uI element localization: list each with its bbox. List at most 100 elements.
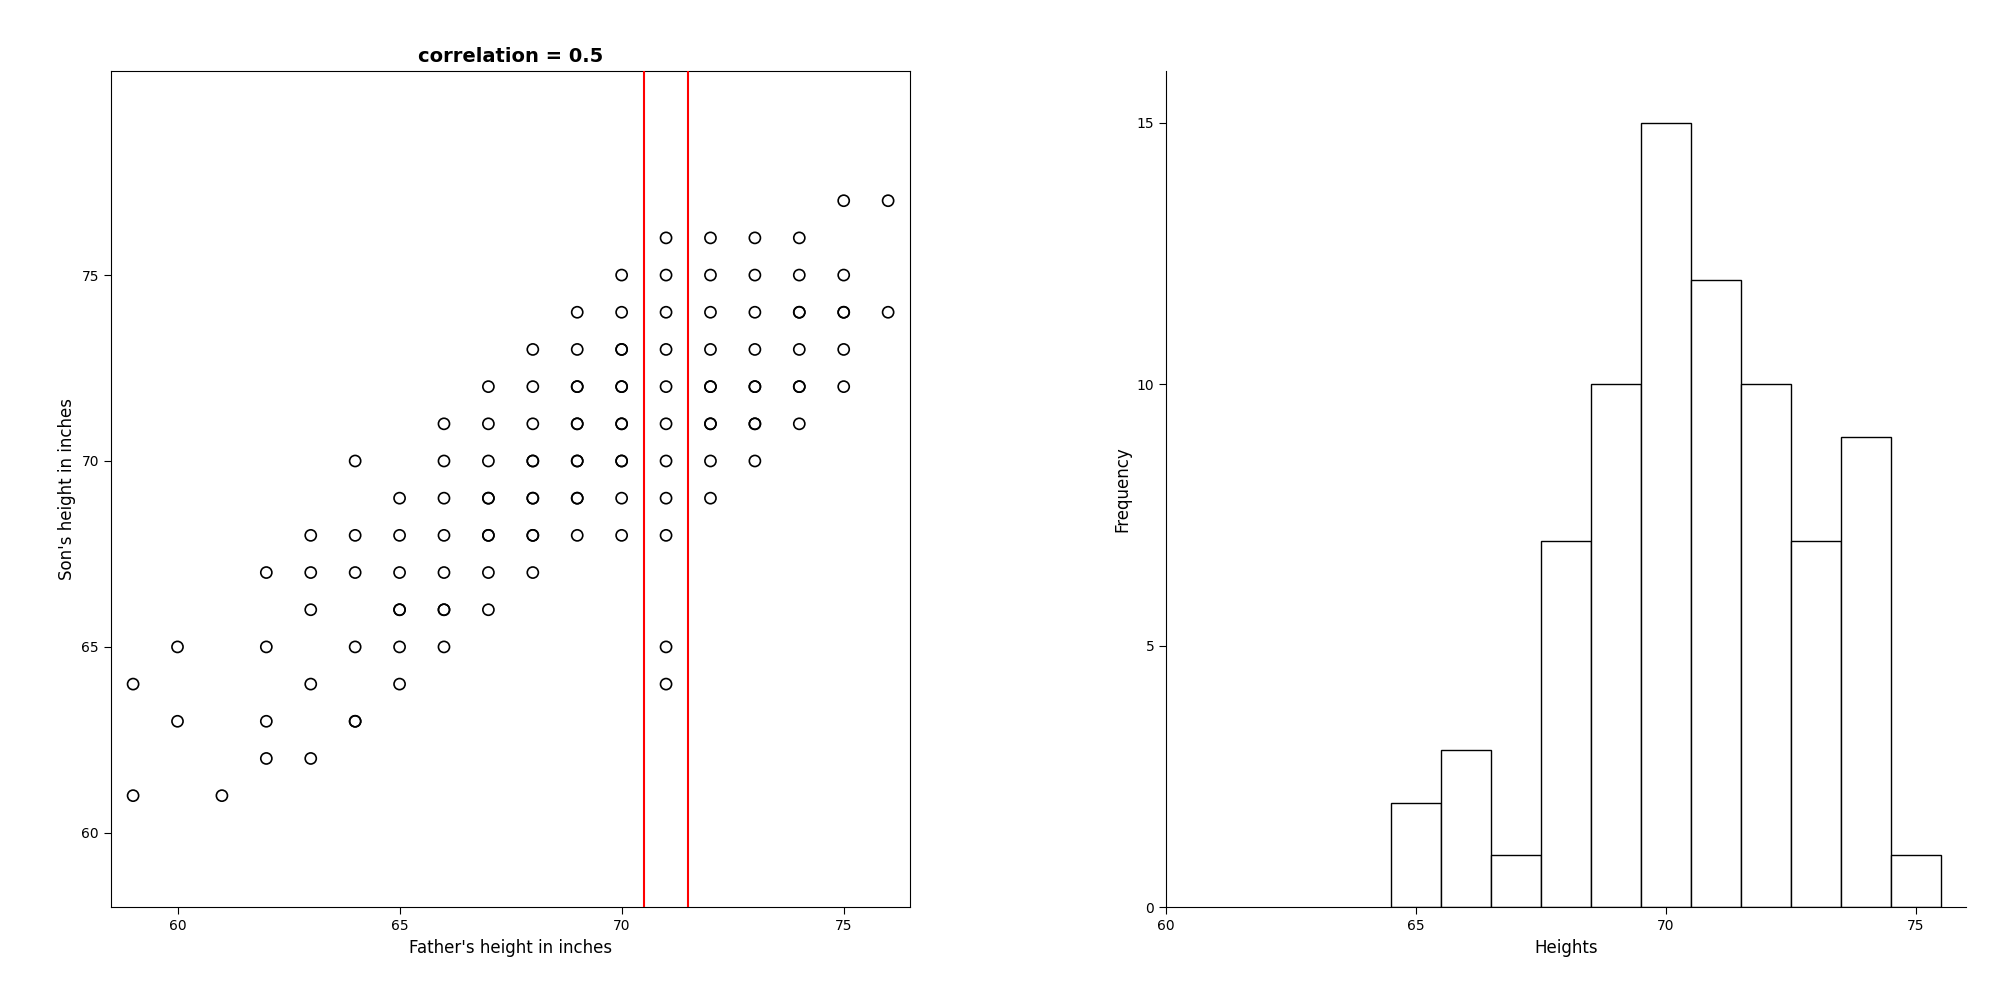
Point xyxy=(738,379,770,395)
Point xyxy=(339,714,371,730)
Point xyxy=(560,453,593,469)
Point xyxy=(605,415,637,431)
Point xyxy=(782,342,814,358)
Point xyxy=(829,304,861,321)
Point xyxy=(605,267,637,283)
Point xyxy=(649,639,681,655)
Point xyxy=(516,415,548,431)
Point xyxy=(427,639,460,655)
Point xyxy=(339,453,371,469)
Point xyxy=(649,415,681,431)
Point xyxy=(427,602,460,618)
Point xyxy=(383,490,415,506)
Point xyxy=(472,527,504,543)
Point xyxy=(427,602,460,618)
Point xyxy=(560,415,593,431)
Bar xyxy=(1691,280,1740,907)
Point xyxy=(738,453,770,469)
Point xyxy=(117,676,149,692)
Point xyxy=(294,527,327,543)
Point xyxy=(472,602,504,618)
Point xyxy=(694,415,726,431)
Point xyxy=(738,342,770,358)
Point xyxy=(738,379,770,395)
X-axis label: Heights: Heights xyxy=(1534,938,1599,957)
Point xyxy=(383,602,415,618)
Point xyxy=(427,490,460,506)
Point xyxy=(782,415,814,431)
Point xyxy=(873,304,905,321)
Point xyxy=(605,415,637,431)
Point xyxy=(605,453,637,469)
Point xyxy=(605,453,637,469)
Point xyxy=(339,564,371,581)
Point xyxy=(294,602,327,618)
Point xyxy=(294,564,327,581)
Point xyxy=(649,267,681,283)
Point xyxy=(206,787,238,803)
Point xyxy=(516,453,548,469)
Point xyxy=(383,527,415,543)
Point xyxy=(649,342,681,358)
Point xyxy=(649,527,681,543)
Point xyxy=(738,415,770,431)
Point xyxy=(516,379,548,395)
Point xyxy=(694,230,726,246)
Point xyxy=(339,639,371,655)
Point xyxy=(427,415,460,431)
Point xyxy=(250,639,282,655)
Point xyxy=(738,267,770,283)
Point xyxy=(560,527,593,543)
Point xyxy=(383,676,415,692)
Bar xyxy=(1391,802,1441,907)
Point xyxy=(829,342,861,358)
Point xyxy=(516,527,548,543)
Point xyxy=(605,342,637,358)
Point xyxy=(472,490,504,506)
Point xyxy=(516,490,548,506)
Point xyxy=(605,304,637,321)
X-axis label: Father's height in inches: Father's height in inches xyxy=(409,938,613,957)
Point xyxy=(829,304,861,321)
Bar xyxy=(1740,384,1790,907)
Point xyxy=(560,379,593,395)
Point xyxy=(782,379,814,395)
Point xyxy=(605,342,637,358)
Point xyxy=(472,490,504,506)
Point xyxy=(738,415,770,431)
Point xyxy=(829,379,861,395)
Point xyxy=(472,415,504,431)
Point xyxy=(383,564,415,581)
Point xyxy=(782,230,814,246)
Point xyxy=(649,230,681,246)
Point xyxy=(694,490,726,506)
Point xyxy=(516,342,548,358)
Bar xyxy=(1841,436,1891,907)
Point xyxy=(560,490,593,506)
Point xyxy=(117,787,149,803)
Point xyxy=(250,564,282,581)
Point xyxy=(829,267,861,283)
Point xyxy=(649,453,681,469)
Bar xyxy=(1641,123,1691,907)
Point xyxy=(782,304,814,321)
Point xyxy=(383,639,415,655)
Point xyxy=(560,304,593,321)
Bar xyxy=(1540,541,1591,907)
Point xyxy=(694,379,726,395)
Point xyxy=(339,527,371,543)
Point xyxy=(694,415,726,431)
Point xyxy=(427,527,460,543)
Point xyxy=(516,527,548,543)
Bar xyxy=(1591,384,1641,907)
Bar xyxy=(1790,541,1841,907)
Point xyxy=(560,453,593,469)
Point xyxy=(605,527,637,543)
Point xyxy=(694,453,726,469)
Point xyxy=(472,453,504,469)
Point xyxy=(738,230,770,246)
Point xyxy=(516,490,548,506)
Point xyxy=(161,639,194,655)
Point xyxy=(873,193,905,209)
Bar xyxy=(1891,855,1941,907)
